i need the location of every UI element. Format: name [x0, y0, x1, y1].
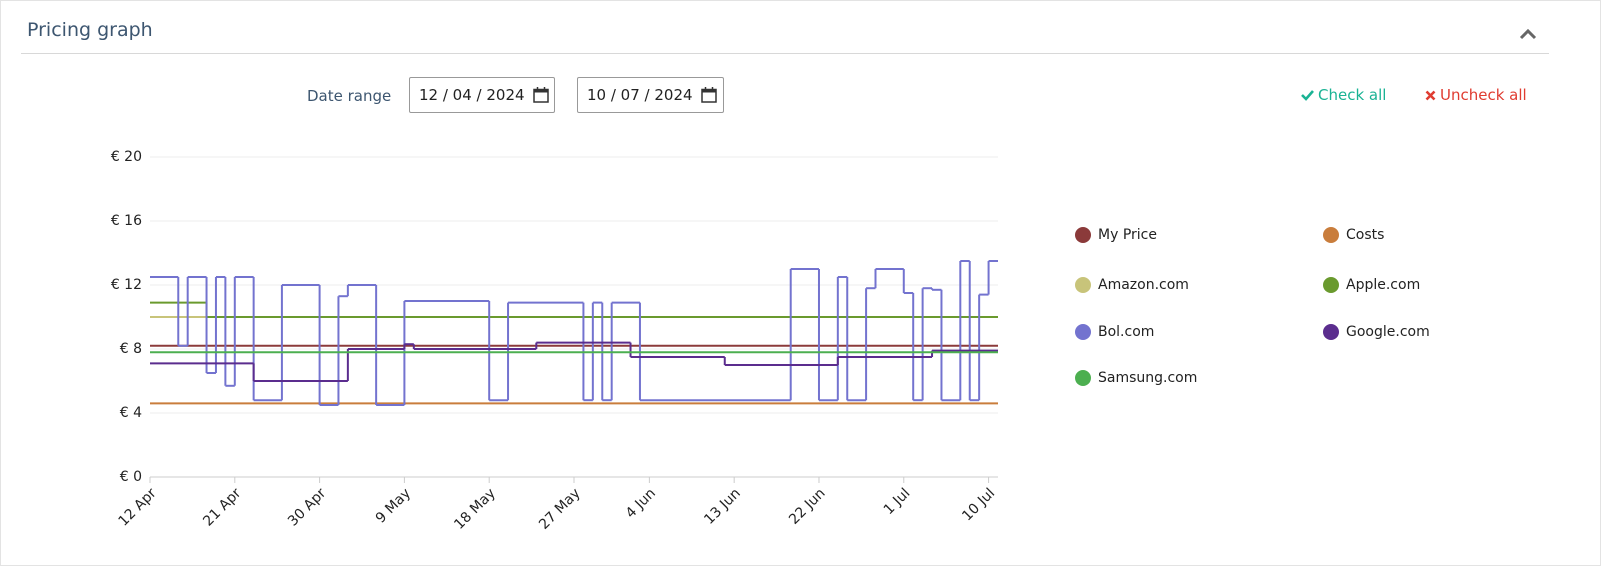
cross-icon [1425, 90, 1436, 100]
start-date: 12 / 04 / 2024 [419, 86, 525, 104]
check-all-button[interactable]: Check all [1301, 86, 1386, 104]
date-range-label: Date range [307, 87, 392, 105]
y-tick-label: € 20 [111, 149, 142, 165]
legend-label[interactable]: Samsung.com [1098, 370, 1197, 386]
x-tick-label: 13 Jun [701, 485, 744, 528]
y-tick-label: € 0 [120, 469, 142, 485]
x-tick-label: 18 May [451, 485, 499, 533]
legend-swatch[interactable] [1075, 370, 1091, 386]
x-tick-label: 30 Apr [285, 485, 329, 529]
legend-swatch[interactable] [1323, 324, 1339, 340]
start-date-input[interactable]: 12 / 04 / 2024 [409, 77, 555, 113]
x-tick-label: 9 May [373, 485, 414, 526]
x-tick-label: 27 May [536, 485, 584, 533]
collapse-button[interactable] [1519, 27, 1537, 41]
x-tick-label: 12 Apr [115, 485, 159, 529]
legend-label[interactable]: Google.com [1346, 324, 1430, 340]
legend-label[interactable]: Bol.com [1098, 324, 1154, 340]
end-date-input[interactable]: 10 / 07 / 2024 [577, 77, 724, 113]
x-tick-label: 10 Jul [959, 485, 998, 524]
legend-swatch[interactable] [1075, 324, 1091, 340]
y-tick-label: € 12 [111, 277, 142, 293]
x-tick-label: 22 Jun [786, 485, 829, 528]
check-icon [1301, 90, 1314, 101]
calendar-icon [700, 87, 717, 103]
legend-swatch[interactable] [1323, 227, 1339, 243]
check-all-text: Check all [1318, 86, 1387, 104]
panel-title: Pricing graph [27, 19, 153, 41]
legend-swatch[interactable] [1075, 277, 1091, 293]
calendar-icon [532, 87, 549, 103]
y-tick-label: € 16 [111, 213, 142, 229]
legend-swatch[interactable] [1323, 277, 1339, 293]
divider [21, 53, 1549, 54]
legend-swatch[interactable] [1075, 227, 1091, 243]
legend-label[interactable]: Apple.com [1346, 277, 1420, 293]
y-tick-label: € 4 [120, 405, 142, 421]
x-tick-label: 1 Jul [881, 485, 914, 518]
end-date: 10 / 07 / 2024 [587, 86, 693, 104]
x-tick-label: 4 Jun [623, 485, 659, 521]
legend-label[interactable]: Amazon.com [1098, 277, 1189, 293]
legend-label[interactable]: Costs [1346, 227, 1384, 243]
y-tick-label: € 8 [120, 341, 142, 357]
x-tick-label: 21 Apr [200, 485, 244, 529]
uncheck-all-text: Uncheck all [1440, 86, 1527, 104]
uncheck-all-button[interactable]: Uncheck all [1425, 86, 1527, 104]
legend-label[interactable]: My Price [1098, 227, 1157, 243]
